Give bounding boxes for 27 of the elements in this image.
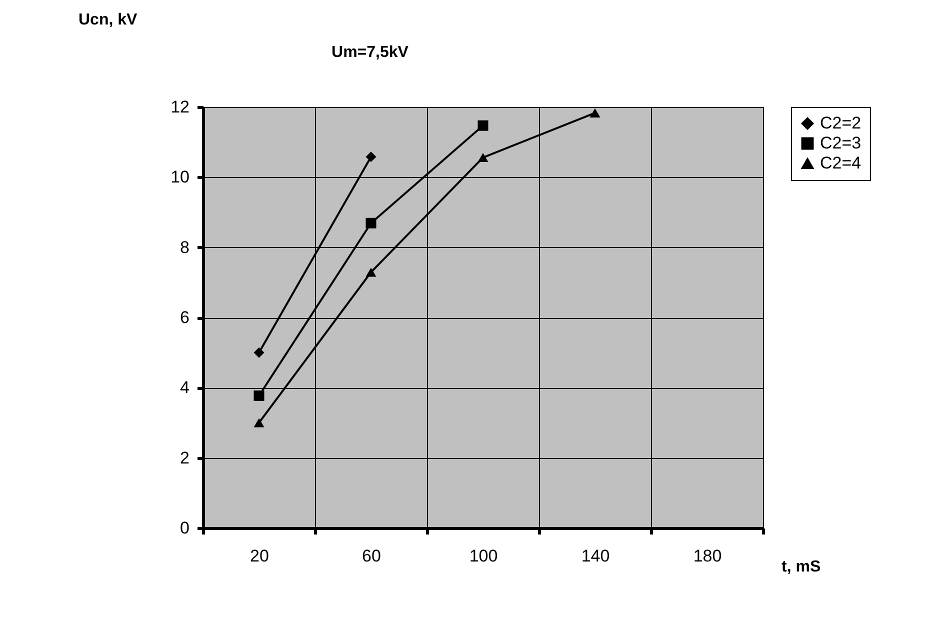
y-tick-label: 8 bbox=[180, 238, 190, 257]
y-tick-label: 10 bbox=[170, 168, 190, 187]
y-tick-label: 6 bbox=[180, 308, 190, 327]
legend-label: C2=3 bbox=[820, 134, 862, 152]
y-tick-label: 0 bbox=[180, 518, 190, 538]
y-tick-label: 2 bbox=[180, 448, 190, 468]
y-tick-label: 12 bbox=[170, 98, 190, 116]
point bbox=[254, 418, 264, 428]
point bbox=[366, 218, 376, 228]
point bbox=[254, 390, 264, 401]
point bbox=[590, 108, 600, 118]
point bbox=[478, 152, 488, 162]
legend-label: C2=2 bbox=[820, 114, 862, 132]
y-tick-label: 4 bbox=[180, 378, 190, 398]
point bbox=[254, 347, 264, 358]
x-tick-label: 140 bbox=[581, 546, 610, 566]
x-tick-label: 180 bbox=[693, 546, 722, 566]
point bbox=[366, 268, 376, 277]
legend-label: C2=4 bbox=[820, 154, 862, 172]
x-tick-label: 100 bbox=[469, 546, 498, 566]
point bbox=[478, 120, 488, 131]
chart-title: Um=7,5kV bbox=[332, 44, 409, 61]
x-tick-label: 60 bbox=[362, 546, 381, 566]
point bbox=[366, 152, 376, 162]
x-tick-label: 20 bbox=[250, 546, 269, 566]
y-axis-title: Ucn, kV bbox=[78, 12, 138, 28]
x-axis-title: t, mS bbox=[782, 558, 821, 576]
